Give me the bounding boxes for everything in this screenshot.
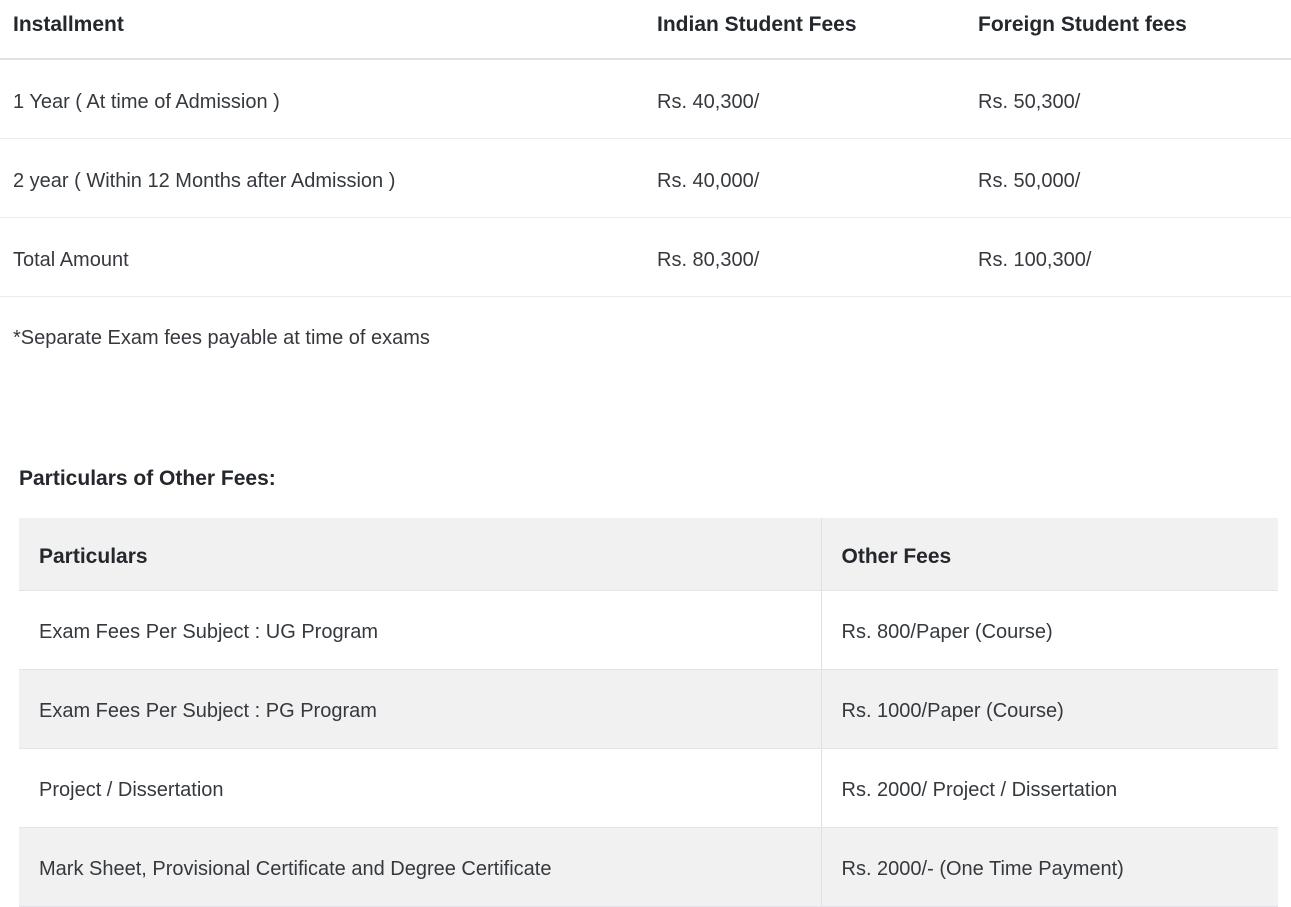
- column-header-particulars: Particulars: [19, 518, 821, 591]
- column-header-indian-student-fees: Indian Student Fees: [657, 0, 978, 60]
- foreign-fee-value: Rs. 50,000/: [978, 138, 1291, 218]
- indian-fee-value: Rs. 40,300/: [657, 59, 978, 139]
- table-row: 2 year ( Within 12 Months after Admissio…: [0, 138, 1291, 218]
- particular-label: Exam Fees Per Subject : PG Program: [19, 669, 821, 749]
- other-fee-value: Rs. 2000/ Project / Dissertation: [820, 748, 1278, 828]
- other-fees-heading: Particulars of Other Fees:: [19, 467, 276, 490]
- column-header-other-fees: Other Fees: [820, 518, 1278, 591]
- other-fees-table: Particulars Other Fees Exam Fees Per Sub…: [19, 518, 1278, 907]
- table-row: Mark Sheet, Provisional Certificate and …: [19, 827, 1278, 907]
- table-header-row: Particulars Other Fees: [19, 518, 1278, 591]
- particular-label: Exam Fees Per Subject : UG Program: [19, 590, 821, 670]
- other-fee-value: Rs. 1000/Paper (Course): [820, 669, 1278, 749]
- indian-fee-value: Rs. 80,300/: [657, 217, 978, 297]
- particular-label: Mark Sheet, Provisional Certificate and …: [19, 827, 821, 907]
- indian-fee-value: Rs. 40,000/: [657, 138, 978, 218]
- other-fee-value: Rs. 800/Paper (Course): [820, 590, 1278, 670]
- column-header-installment: Installment: [0, 0, 657, 60]
- table-row: Exam Fees Per Subject : PG Program Rs. 1…: [19, 669, 1278, 749]
- foreign-fee-value: Rs. 50,300/: [978, 59, 1291, 139]
- other-fee-value: Rs. 2000/- (One Time Payment): [820, 827, 1278, 907]
- table-row: Exam Fees Per Subject : UG Program Rs. 8…: [19, 590, 1278, 670]
- installment-label: 2 year ( Within 12 Months after Admissio…: [0, 138, 657, 218]
- installment-fees-table: Installment Indian Student Fees Foreign …: [0, 0, 1291, 297]
- table-header-row: Installment Indian Student Fees Foreign …: [0, 0, 1291, 60]
- installment-label: 1 Year ( At time of Admission ): [0, 59, 657, 139]
- table-row: Project / Dissertation Rs. 2000/ Project…: [19, 748, 1278, 828]
- foreign-fee-value: Rs. 100,300/: [978, 217, 1291, 297]
- particular-label: Project / Dissertation: [19, 748, 821, 828]
- table-row: Total Amount Rs. 80,300/ Rs. 100,300/: [0, 217, 1291, 297]
- table-row: 1 Year ( At time of Admission ) Rs. 40,3…: [0, 59, 1291, 139]
- column-header-foreign-student-fees: Foreign Student fees: [978, 0, 1291, 60]
- exam-fees-footnote: *Separate Exam fees payable at time of e…: [13, 327, 430, 349]
- installment-label: Total Amount: [0, 217, 657, 297]
